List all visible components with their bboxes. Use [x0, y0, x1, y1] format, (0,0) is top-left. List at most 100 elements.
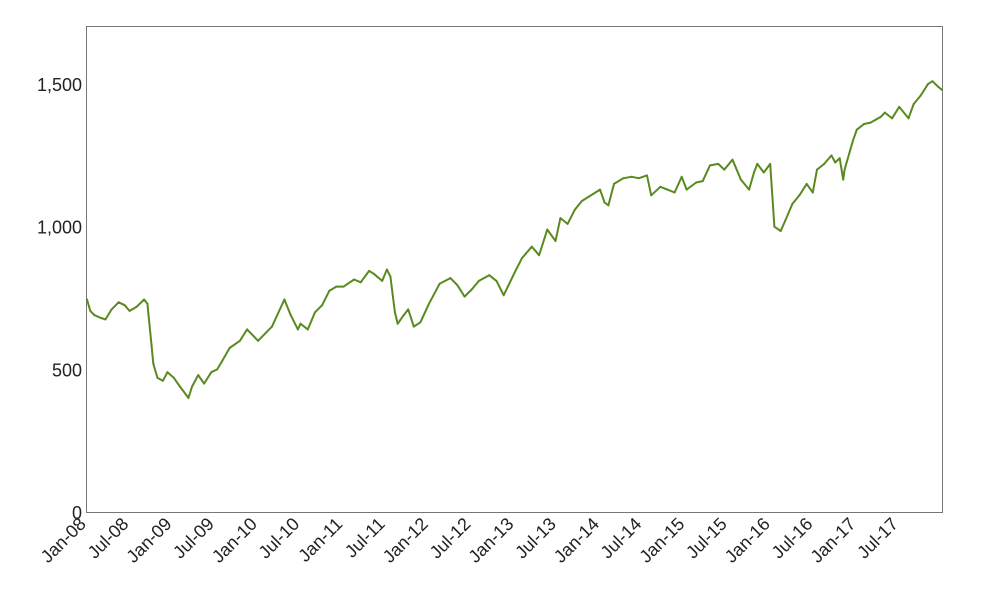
data-point: [117, 301, 120, 304]
data-point: [666, 188, 669, 191]
data-point: [283, 298, 286, 301]
data-point: [773, 225, 776, 228]
data-point: [863, 123, 865, 125]
data-point: [306, 328, 309, 331]
data-point: [372, 272, 375, 275]
data-point: [143, 298, 146, 301]
data-point: [680, 175, 683, 178]
data-point: [769, 162, 772, 165]
y-tick-label: 1,000: [37, 218, 82, 238]
x-tick-label: Jan-13: [464, 514, 517, 567]
data-point: [419, 321, 422, 324]
data-point: [228, 347, 231, 349]
data-point: [342, 285, 345, 288]
data-point: [898, 105, 901, 108]
data-point: [912, 103, 915, 105]
data-point: [554, 240, 557, 242]
data-point: [748, 188, 751, 191]
data-point: [335, 285, 338, 288]
data-point: [110, 308, 113, 311]
data-point: [502, 294, 505, 297]
data-point: [238, 339, 241, 342]
data-point: [613, 182, 615, 185]
data-point: [513, 271, 516, 274]
data-point: [791, 202, 794, 205]
data-point: [128, 309, 131, 312]
data-point: [762, 171, 765, 174]
data-point: [393, 311, 396, 314]
data-point: [289, 314, 292, 317]
data-point: [816, 168, 818, 171]
data-point: [495, 279, 498, 282]
data-point: [848, 151, 851, 154]
data-point: [89, 309, 92, 312]
data-point: [271, 325, 273, 328]
data-point: [521, 257, 523, 260]
data-point: [637, 177, 640, 180]
data-point: [843, 168, 846, 171]
x-tick-label: Jan-10: [208, 514, 261, 567]
data-point: [104, 318, 107, 321]
data-point: [321, 304, 324, 307]
data-point: [299, 322, 302, 325]
data-point: [407, 308, 410, 311]
x-tick-label: Jul-10: [255, 514, 304, 563]
data-point: [779, 230, 782, 232]
data-point: [172, 376, 175, 379]
data-point: [784, 220, 787, 222]
data-point: [152, 362, 155, 365]
data-point: [93, 314, 96, 317]
data-point: [538, 254, 541, 257]
data-point: [701, 180, 704, 183]
data-point: [210, 371, 213, 374]
data-point: [709, 164, 711, 167]
y-tick-label: 500: [52, 360, 82, 380]
series-group: [86, 80, 943, 399]
data-point: [314, 311, 316, 314]
data-point: [607, 204, 610, 207]
x-tick-label: Jan-11: [294, 514, 346, 566]
data-point: [100, 317, 102, 319]
data-point: [646, 174, 648, 177]
data-point: [919, 94, 922, 97]
data-point: [530, 245, 533, 248]
data-point: [546, 228, 549, 231]
data-point: [456, 284, 459, 287]
plot-area-frame: [86, 26, 943, 513]
data-point: [695, 181, 698, 184]
data-point: [296, 328, 299, 331]
data-point: [470, 288, 473, 291]
x-tick-label: Jan-15: [635, 514, 688, 567]
data-point: [216, 368, 219, 371]
data-point: [381, 279, 384, 282]
data-point: [328, 289, 331, 292]
data-point: [891, 117, 894, 120]
data-point: [869, 121, 872, 124]
data-point: [265, 331, 268, 334]
data-point: [830, 154, 833, 157]
data-point: [580, 200, 583, 202]
data-point: [402, 314, 405, 317]
data-point: [603, 201, 606, 204]
x-tick-label: Jan-17: [807, 514, 860, 567]
data-point: [150, 339, 153, 342]
data-point: [685, 188, 688, 191]
series-line: [86, 80, 943, 399]
x-tick-label: Jul-17: [853, 514, 902, 563]
data-point: [941, 88, 943, 91]
data-point: [731, 158, 734, 161]
data-point: [449, 277, 452, 280]
data-point: [717, 162, 720, 165]
data-point: [842, 178, 845, 181]
data-point: [739, 178, 742, 181]
data-point: [566, 222, 569, 225]
data-point: [246, 328, 249, 331]
data-point: [389, 275, 392, 278]
data-point: [161, 379, 164, 382]
data-point: [559, 217, 562, 220]
data-point: [203, 382, 206, 385]
data-point: [622, 177, 625, 180]
data-point: [798, 194, 801, 197]
